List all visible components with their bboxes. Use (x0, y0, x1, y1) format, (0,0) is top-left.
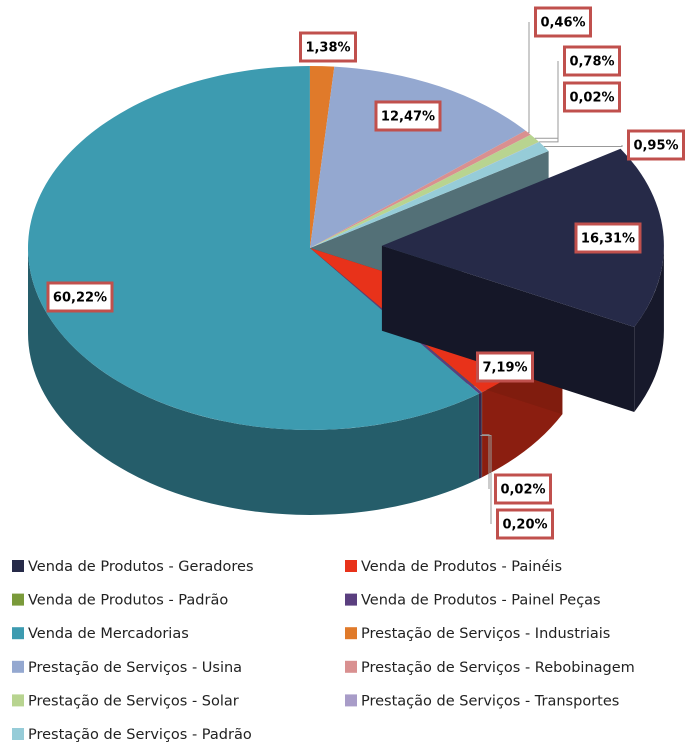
legend-swatch (345, 594, 357, 606)
data-label: 0,46% (540, 16, 585, 31)
legend-label: Venda de Produtos - Padrão (28, 593, 228, 609)
legend-swatch (12, 694, 24, 706)
data-label: 0,78% (569, 55, 614, 70)
legend-label: Venda de Mercadorias (28, 626, 189, 642)
legend-label: Prestação de Serviços - Transportes (361, 693, 619, 709)
data-label: 1,38% (305, 41, 350, 56)
legend-swatch (12, 627, 24, 639)
leader-line (539, 97, 558, 142)
legend-label: Prestação de Serviços - Industriais (361, 626, 610, 642)
legend-label: Prestação de Serviços - Solar (28, 693, 239, 709)
data-label: 12,47% (381, 110, 435, 125)
legend-swatch (345, 661, 357, 673)
data-label: 16,31% (581, 232, 635, 247)
leader-line (544, 145, 622, 146)
legend-label: Venda de Produtos - Painel Peças (361, 593, 601, 609)
legend-label: Prestação de Serviços - Rebobinagem (361, 660, 635, 676)
legend-label: Venda de Produtos - Painéis (361, 559, 562, 575)
data-label: 0,95% (633, 139, 678, 154)
data-label: 0,02% (500, 483, 545, 498)
legend-swatch (12, 560, 24, 572)
legend-label: Venda de Produtos - Geradores (28, 559, 254, 575)
legend-label: Prestação de Serviços - Padrão (28, 727, 252, 742)
data-label: 0,02% (569, 91, 614, 106)
leader-line (528, 22, 529, 133)
legend-label: Prestação de Serviços - Usina (28, 660, 242, 676)
legend-swatch (345, 694, 357, 706)
legend-swatch (345, 627, 357, 639)
legend-swatch (12, 661, 24, 673)
data-label: 7,19% (482, 361, 527, 376)
leader-line (535, 61, 558, 138)
data-label: 60,22% (53, 291, 107, 306)
legend-swatch (12, 728, 24, 740)
data-label: 0,20% (502, 518, 547, 533)
legend-swatch (345, 560, 357, 572)
legend-swatch (12, 594, 24, 606)
